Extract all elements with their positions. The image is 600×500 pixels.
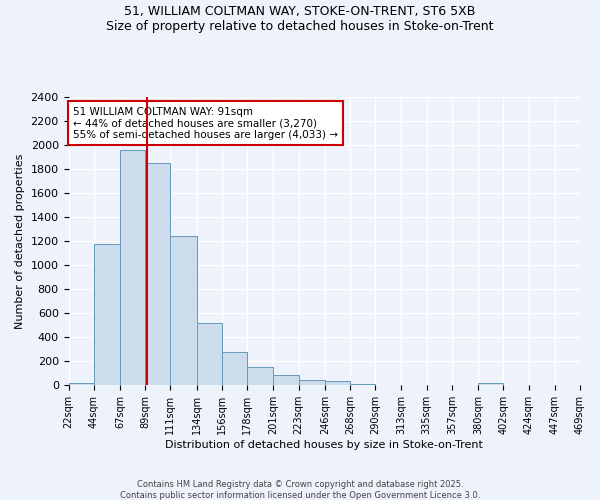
- Bar: [94, 244, 120, 386]
- Y-axis label: Number of detached properties: Number of detached properties: [15, 154, 25, 329]
- Text: 51 WILLIAM COLTMAN WAY: 91sqm
← 44% of detached houses are smaller (3,270)
55% o: 51 WILLIAM COLTMAN WAY: 91sqm ← 44% of d…: [73, 106, 338, 140]
- Bar: [145, 163, 170, 386]
- X-axis label: Distribution of detached houses by size in Stoke-on-Trent: Distribution of detached houses by size …: [166, 440, 483, 450]
- Bar: [170, 236, 197, 386]
- Bar: [350, 384, 375, 386]
- Text: Contains HM Land Registry data © Crown copyright and database right 2025.
Contai: Contains HM Land Registry data © Crown c…: [120, 480, 480, 500]
- Bar: [274, 375, 299, 386]
- Bar: [299, 380, 325, 386]
- Bar: [68, 383, 94, 386]
- Bar: [478, 383, 503, 386]
- Bar: [222, 352, 247, 386]
- Bar: [197, 323, 222, 386]
- Bar: [375, 384, 401, 386]
- Bar: [247, 366, 274, 386]
- Bar: [325, 381, 350, 386]
- Bar: [120, 150, 145, 386]
- Text: 51, WILLIAM COLTMAN WAY, STOKE-ON-TRENT, ST6 5XB
Size of property relative to de: 51, WILLIAM COLTMAN WAY, STOKE-ON-TRENT,…: [106, 5, 494, 33]
